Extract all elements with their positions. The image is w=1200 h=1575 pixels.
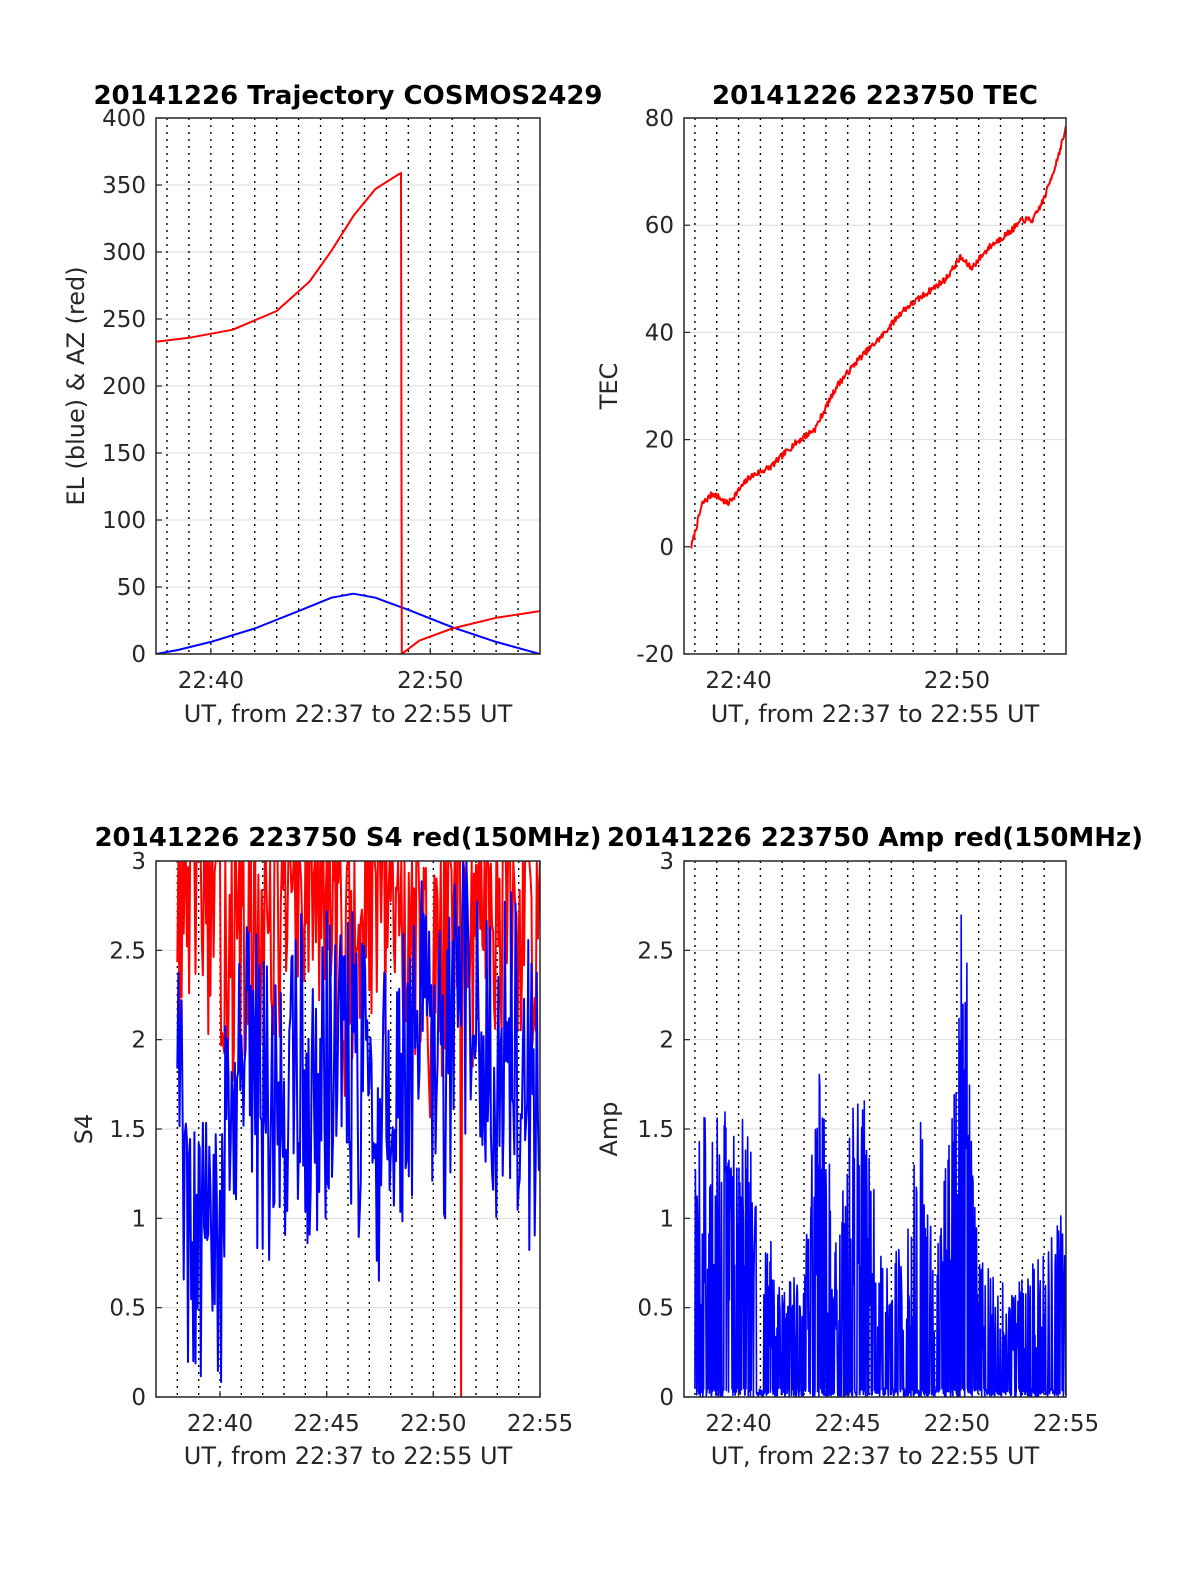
trajectory-y-label: EL (blue) & AZ (red) [62,266,90,505]
s4-x-tick-label: 22:50 [400,1411,466,1437]
tec-y-tick-label: 20 [645,428,674,454]
trajectory-title: 20141226 Trajectory COSMOS2429 [93,81,602,111]
trajectory-y-tick-label: 150 [102,441,146,467]
amp-y-tick-label: 2.5 [637,938,674,964]
tec-panel: -20 0 20 40 60 80 22:40 22:50 20141226 223750 T… [595,81,1067,728]
amp-y-tick-label: 0.5 [637,1296,674,1322]
amp-series-blue-line [694,914,1066,1397]
s4-y-tick-label: 0 [131,1385,146,1411]
s4-panel: 0 0.5 1 1.5 2 2.5 3 22:40 22:45 22:50 22:55 201412… [70,823,602,1470]
s4-title: 20141226 223750 S4 red(150MHz) [94,823,601,853]
trajectory-y-tick-label: 50 [117,575,146,601]
s4-series-red-line [176,861,540,1397]
amp-panel: 0 0.5 1 1.5 2 2.5 3 22:40 22:45 22:50 22:55 201412… [595,823,1143,1470]
s4-y-label: S4 [70,1114,98,1145]
s4-series-blue-line [176,861,540,1384]
trajectory-y-tick-label: 200 [102,374,146,400]
s4-y-tick-label: 2 [131,1028,146,1054]
amp-y-tick-label: 2 [659,1028,674,1054]
trajectory-x-label: UT, from 22:37 to 22:55 UT [184,700,513,728]
trajectory-series-red-line [156,171,540,654]
s4-y-tick-label: 3 [131,849,146,875]
tec-series-red-line [690,125,1066,549]
s4-y-tick-label: 0.5 [109,1296,146,1322]
s4-y-tick-label: 2.5 [109,938,146,964]
amp-y-label: Amp [595,1101,623,1156]
trajectory-y-tick-label: 350 [102,173,146,199]
amp-y-tick-label: 1.5 [637,1117,674,1143]
amp-x-tick-label: 22:40 [705,1411,771,1437]
tec-axes [683,117,1067,655]
tec-x-tick-label: 22:50 [924,668,990,694]
s4-y-tick-label: 1 [131,1206,146,1232]
s4-x-tick-label: 22:45 [294,1411,360,1437]
trajectory-y-tick-label: 400 [102,106,146,132]
tec-y-tick-label: 0 [659,535,674,561]
s4-x-tick-label: 22:55 [507,1411,573,1437]
tec-title: 20141226 223750 TEC [712,81,1038,111]
trajectory-x-tick-label: 22:50 [397,668,463,694]
tec-y-tick-label: -20 [636,642,674,668]
amp-y-tick-label: 0 [659,1385,674,1411]
trajectory-y-tick-label: 100 [102,508,146,534]
trajectory-series-blue-line [156,592,540,654]
trajectory-y-tick-label: 0 [131,642,146,668]
tec-y-tick-label: 40 [645,320,674,346]
amp-x-tick-label: 22:50 [924,1411,990,1437]
s4-x-label: UT, from 22:37 to 22:55 UT [184,1442,513,1470]
tec-y-label: TEC [595,363,623,411]
amp-x-tick-label: 22:45 [815,1411,881,1437]
trajectory-panel: 0 50 100 150 200 250 300 350 400 22:40 22:50 20141… [62,81,603,728]
amp-title: 20141226 223750 Amp red(150MHz) [607,823,1143,853]
tec-x-label: UT, from 22:37 to 22:55 UT [711,700,1040,728]
trajectory-y-tick-label: 300 [102,240,146,266]
tec-y-tick-label: 60 [645,213,674,239]
amp-y-tick-label: 1 [659,1206,674,1232]
amp-x-label: UT, from 22:37 to 22:55 UT [711,1442,1040,1470]
tec-y-tick-label: 80 [645,106,674,132]
trajectory-y-tick-label: 250 [102,307,146,333]
tec-x-tick-label: 22:40 [705,668,771,694]
s4-y-tick-label: 1.5 [109,1117,146,1143]
amp-x-tick-label: 22:55 [1033,1411,1099,1437]
amp-y-tick-label: 3 [659,849,674,875]
trajectory-x-tick-label: 22:40 [178,668,244,694]
s4-x-tick-label: 22:40 [187,1411,253,1437]
